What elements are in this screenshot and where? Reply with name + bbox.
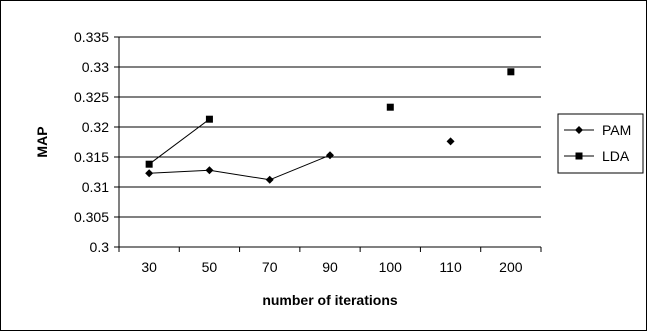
data-point-lda <box>205 115 213 123</box>
y-tick-label: 0.33 <box>82 59 109 75</box>
y-axis-title: MAP <box>34 126 50 157</box>
series-line-pam <box>269 154 331 181</box>
x-tick-label: 70 <box>262 259 278 275</box>
y-tick-label: 0.305 <box>74 209 109 225</box>
legend-marker-pam <box>575 126 583 134</box>
series-lda <box>145 68 515 168</box>
data-point-pam <box>145 169 154 178</box>
y-tick-label: 0.32 <box>82 119 109 135</box>
series-line-pam <box>149 169 210 174</box>
x-tick-labels: 30 50 70 90 100 110 200 <box>118 247 542 275</box>
data-point-pam <box>326 151 334 160</box>
y-tick-label: 0.31 <box>82 179 109 195</box>
x-tick-label: 30 <box>141 259 157 275</box>
x-axis-title: number of iterations <box>262 292 398 308</box>
x-tick-label: 110 <box>439 259 462 275</box>
legend-label-pam: PAM <box>602 122 631 138</box>
x-tick-label: 90 <box>322 259 338 275</box>
data-point-lda <box>145 160 153 168</box>
data-point-pam <box>205 166 214 175</box>
series-layer <box>145 68 515 184</box>
data-point-lda <box>507 68 515 76</box>
axes <box>118 37 541 248</box>
y-tick-labels: 0.3 0.305 0.31 0.315 0.32 0.325 0.33 0.335 <box>74 29 109 255</box>
legend-label-lda: LDA <box>602 148 630 164</box>
series-line-pam <box>209 169 270 181</box>
y-tick-label: 0.325 <box>74 89 109 105</box>
series-pam <box>145 137 455 184</box>
x-tick-label: 50 <box>202 259 218 275</box>
data-point-lda <box>386 103 394 111</box>
chart: 0.3 0.305 0.31 0.315 0.32 0.325 0.33 0.335 30 50… <box>34 29 644 308</box>
legend: PAM LDA <box>557 113 644 174</box>
legend-item-pam: PAM <box>564 122 631 138</box>
data-point-pam <box>446 137 455 146</box>
series-line-lda <box>148 118 210 165</box>
y-tick-label: 0.3 <box>90 239 110 255</box>
legend-box <box>557 113 644 174</box>
data-point-pam <box>265 175 274 184</box>
legend-item-lda: LDA <box>564 148 630 164</box>
legend-marker-lda <box>575 152 583 160</box>
y-tick-label: 0.335 <box>74 29 109 45</box>
y-tick-label: 0.315 <box>74 149 109 165</box>
x-tick-label: 200 <box>499 259 523 275</box>
x-tick-label: 100 <box>379 259 403 275</box>
